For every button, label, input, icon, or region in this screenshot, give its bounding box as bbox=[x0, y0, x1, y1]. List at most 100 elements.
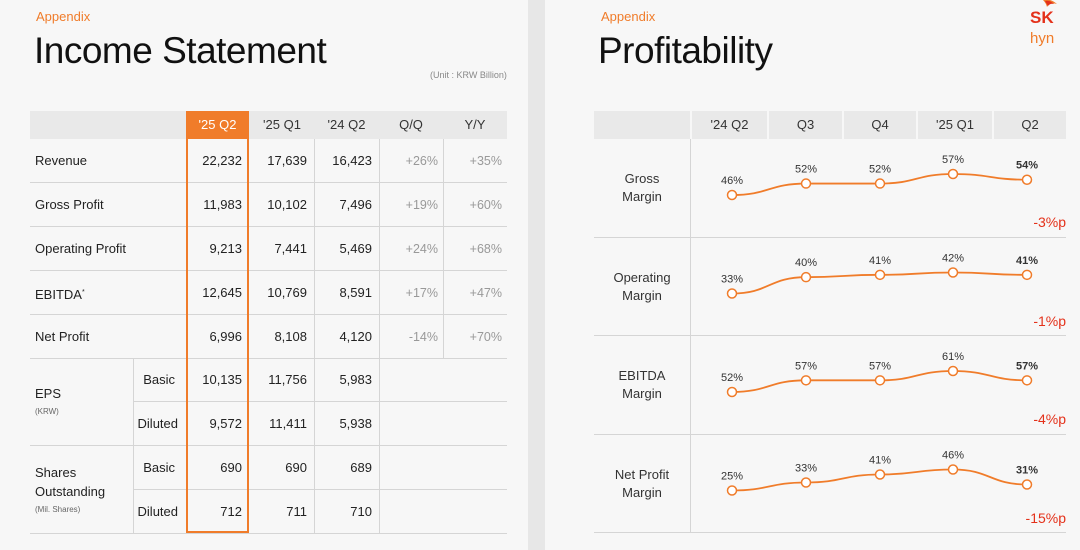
qq-change-cell: +19% bbox=[405, 198, 438, 212]
table-row-shares-basic bbox=[133, 446, 507, 490]
margin-row-label: EBITDA Margin bbox=[594, 367, 690, 403]
data-label: 31% bbox=[1016, 465, 1038, 477]
row-label: Revenue bbox=[35, 139, 87, 183]
col-header-24q2: '24 Q2 bbox=[710, 117, 749, 132]
eps-basic-label: Basic bbox=[143, 372, 175, 387]
group-divider bbox=[133, 358, 134, 534]
data-label: 42% bbox=[942, 253, 964, 265]
highlight-current-quarter bbox=[186, 139, 249, 533]
yy-delta-label: -3%p bbox=[1033, 214, 1066, 230]
data-point bbox=[1021, 174, 1033, 185]
value-cell: 690 bbox=[220, 460, 242, 475]
header-sep bbox=[992, 111, 994, 139]
col-header-24q2: '24 Q2 bbox=[327, 117, 366, 132]
data-point bbox=[947, 365, 959, 377]
data-point bbox=[947, 464, 959, 475]
col-header-yy: Y/Y bbox=[464, 117, 486, 132]
value-cell: 9,213 bbox=[209, 241, 242, 256]
data-label: 57% bbox=[795, 360, 817, 372]
data-point bbox=[726, 288, 738, 299]
data-label: 46% bbox=[942, 450, 964, 462]
sk-butterfly-icon bbox=[1043, 0, 1057, 7]
col-header-25q1: '25 Q1 bbox=[263, 117, 301, 132]
col-divider bbox=[443, 139, 444, 358]
qq-change-cell: +24% bbox=[405, 242, 438, 256]
value-cell: 711 bbox=[286, 504, 307, 519]
data-point bbox=[800, 477, 812, 488]
qq-change-cell: -14% bbox=[408, 330, 438, 344]
data-label: 33% bbox=[721, 274, 743, 286]
data-point bbox=[874, 269, 886, 281]
margin-row-label: Gross Margin bbox=[594, 170, 690, 206]
table-row-eps-diluted bbox=[30, 402, 507, 446]
data-label: 25% bbox=[721, 471, 743, 483]
value-cell: 712 bbox=[220, 504, 242, 519]
value-cell: 10,769 bbox=[267, 285, 307, 300]
eps-note: (KRW) bbox=[35, 407, 59, 416]
value-cell: 17,639 bbox=[267, 153, 307, 168]
header-sep bbox=[690, 111, 692, 139]
yy-change-cell: +68% bbox=[469, 242, 502, 256]
data-label: 46% bbox=[721, 175, 743, 187]
qq-change-cell: +17% bbox=[405, 286, 438, 300]
data-point bbox=[726, 485, 738, 496]
data-point bbox=[874, 469, 886, 480]
value-cell: 7,441 bbox=[274, 241, 307, 256]
header-sep bbox=[916, 111, 918, 139]
value-cell: 16,423 bbox=[332, 153, 372, 168]
value-cell: 5,469 bbox=[339, 241, 372, 256]
logo-hynix-text: hyn bbox=[1030, 30, 1055, 47]
shares-note: (Mil. Shares) bbox=[35, 505, 81, 514]
table-row bbox=[30, 315, 507, 359]
value-cell: 6,996 bbox=[209, 329, 242, 344]
col-header-25q2: '25 Q2 bbox=[186, 111, 249, 139]
margin-label-line2: Margin bbox=[622, 484, 662, 500]
table-row-eps-basic bbox=[133, 358, 507, 402]
data-point bbox=[726, 189, 738, 201]
col-header-q4: Q4 bbox=[871, 117, 889, 132]
shares-label-line1: Shares bbox=[35, 465, 77, 480]
value-cell: 8,108 bbox=[274, 329, 307, 344]
eps-label: EPS bbox=[35, 386, 62, 401]
yy-delta-label: -15%p bbox=[1025, 509, 1066, 526]
data-point bbox=[1021, 269, 1033, 281]
value-cell: 710 bbox=[350, 504, 372, 519]
yy-change-cell: +60% bbox=[469, 198, 502, 212]
data-label: 33% bbox=[795, 463, 817, 475]
value-cell: 10,102 bbox=[267, 197, 307, 212]
data-label: 41% bbox=[869, 455, 891, 467]
margin-label-line1: Net Profit bbox=[614, 466, 670, 482]
profitability-panel bbox=[545, 0, 1080, 550]
row-label-text: EBITDA bbox=[35, 287, 82, 302]
margin-label-line2: Margin bbox=[622, 189, 662, 204]
panel-divider bbox=[528, 0, 545, 550]
page-title-income-statement: Income Statement bbox=[34, 30, 327, 71]
table-row bbox=[30, 271, 507, 315]
data-point bbox=[800, 375, 812, 386]
value-cell: 5,938 bbox=[339, 416, 372, 431]
row-label-text: Net Profit bbox=[35, 329, 90, 344]
appendix-label-left: Appendix bbox=[36, 9, 91, 24]
yy-delta-label: -1%p bbox=[1033, 312, 1066, 329]
value-cell: 690 bbox=[285, 460, 307, 475]
margin-label-line2: Margin bbox=[622, 287, 662, 303]
data-label: 61% bbox=[942, 351, 964, 363]
qq-change-cell: +26% bbox=[405, 154, 438, 168]
yy-delta-label: -4%p bbox=[1033, 411, 1066, 427]
col-header-q2: Q2 bbox=[1021, 117, 1039, 132]
unit-note: (Unit : KRW Billion) bbox=[430, 70, 507, 80]
table-row-shares-diluted bbox=[30, 490, 507, 534]
data-point bbox=[874, 178, 886, 189]
col-divider bbox=[314, 139, 315, 534]
data-label: 52% bbox=[869, 164, 891, 176]
appendix-label-right: Appendix bbox=[601, 9, 656, 24]
value-cell: 11,411 bbox=[269, 416, 307, 431]
data-point bbox=[947, 168, 959, 180]
yy-change-cell: +35% bbox=[469, 154, 502, 168]
profitability-header-row bbox=[594, 111, 1066, 139]
margin-label-line2: Margin bbox=[622, 386, 662, 401]
page-title-profitability: Profitability bbox=[598, 30, 773, 71]
value-cell: 12,645 bbox=[202, 285, 242, 300]
data-point bbox=[1021, 479, 1033, 490]
margin-label-line1: Gross bbox=[624, 171, 660, 186]
